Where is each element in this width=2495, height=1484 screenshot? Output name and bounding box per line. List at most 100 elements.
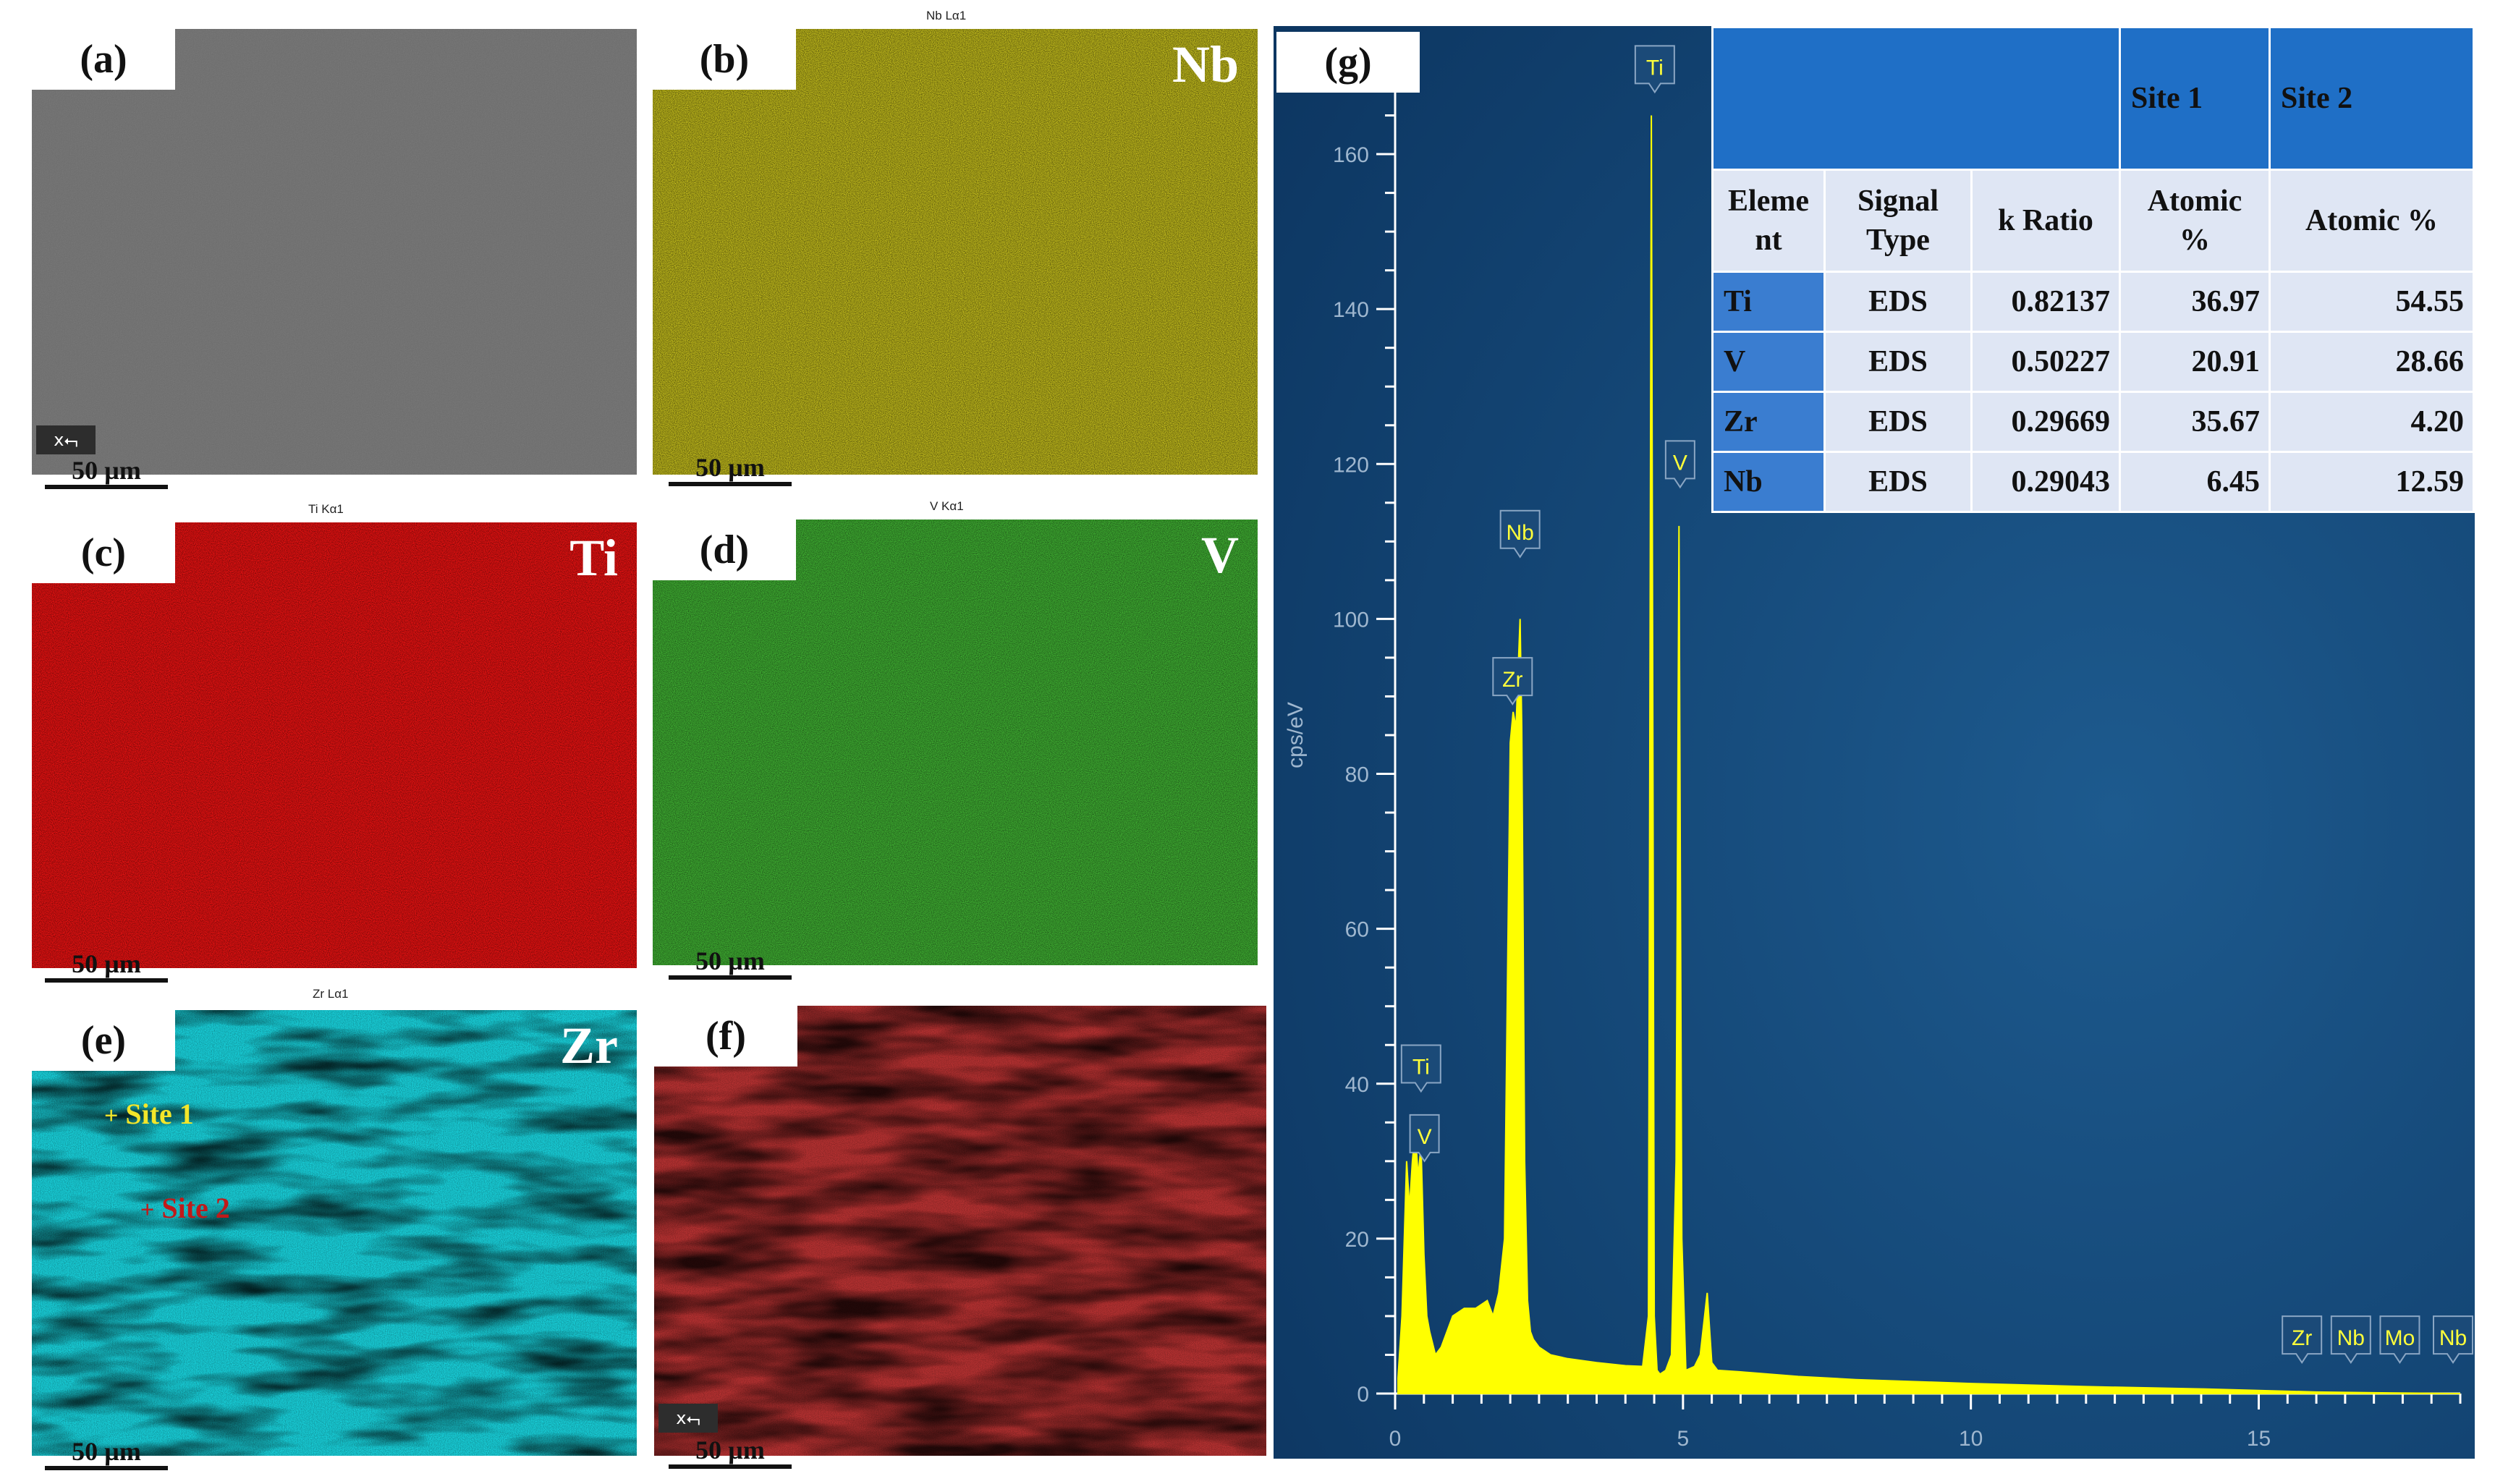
peak-label: Nb <box>1499 509 1541 559</box>
scale-bar-e: 50 µm <box>45 1438 168 1470</box>
peak-label: Nb <box>2433 1315 2473 1364</box>
peak-label: V <box>1664 440 1695 489</box>
y-tick-label: 80 <box>1345 763 1369 787</box>
peak-label-box <box>1409 1114 1440 1163</box>
element-cell: Nb <box>1711 451 1826 513</box>
table-row: Ti EDS 0.82137 36.97 54.55 <box>1711 271 2475 333</box>
peak-label-box <box>2433 1315 2473 1364</box>
x-tick-label: 0 <box>1389 1427 1402 1451</box>
map-title-ti: Ti Kα1 <box>308 502 344 516</box>
site-1-header: Site 1 <box>2119 26 2271 171</box>
site-2-marker: + Site 2 <box>140 1192 230 1224</box>
element-label-ti: Ti <box>569 529 618 587</box>
panel-label-g: (g) <box>1276 32 1420 93</box>
peak-label-text: V <box>1418 1125 1432 1149</box>
scale-bar-d: 50 µm <box>669 948 792 980</box>
site-1-marker: + Site 1 <box>104 1098 194 1130</box>
ti-map <box>32 522 637 968</box>
overlay-map-panel: (f) x⮢ <box>654 1006 1266 1456</box>
v-map-panel: (d) V <box>653 520 1258 965</box>
table-corner <box>1711 26 2121 171</box>
table-row: Zr EDS 0.29669 35.67 4.20 <box>1711 391 2475 453</box>
panel-label-c: (c) <box>32 522 175 583</box>
element-label-nb: Nb <box>1172 35 1239 93</box>
map-title-nb: Nb Lα1 <box>926 9 967 22</box>
scale-bar-f: 50 µm <box>669 1437 792 1469</box>
column-header-atomic-2: Atomic % <box>2269 169 2475 273</box>
map-title-zr: Zr Lα1 <box>313 987 349 1001</box>
y-tick-label: 0 <box>1357 1383 1369 1407</box>
ti-map-panel: (c) Ti <box>32 522 637 968</box>
site-2-cell: 54.55 <box>2269 271 2475 333</box>
peak-label: Ti <box>1634 45 1675 94</box>
sem-image-panel: (a) x⮢ <box>32 29 637 475</box>
panel-label-d: (d) <box>653 520 796 580</box>
signal-cell: EDS <box>1823 451 1973 513</box>
column-header-signal: Signal Type <box>1823 169 1973 273</box>
site-1-cell: 36.97 <box>2119 271 2271 333</box>
peak-label-box <box>1664 440 1695 489</box>
x-tick-label: 10 <box>1959 1427 1983 1451</box>
nb-map <box>653 29 1258 475</box>
peak-label-box <box>2282 1315 2323 1364</box>
x-tick-label: 5 <box>1677 1427 1689 1451</box>
axis-indicator-icon: x⮢ <box>658 1404 718 1433</box>
site-1-cell: 20.91 <box>2119 331 2271 393</box>
peak-label-box <box>1492 657 1533 705</box>
peak-label: Zr <box>2282 1315 2323 1364</box>
y-tick-label: 140 <box>1333 298 1369 322</box>
peak-label: V <box>1409 1114 1440 1163</box>
site-2-cell: 28.66 <box>2269 331 2475 393</box>
peak-label-box <box>2379 1315 2420 1364</box>
scale-bar-a: 50 µm <box>45 457 168 489</box>
peak-label-text: V <box>1673 451 1687 475</box>
element-cell: Zr <box>1711 391 1826 453</box>
peak-label-text: Zr <box>1502 668 1522 692</box>
k-ratio-cell: 0.29669 <box>1970 391 2121 453</box>
panel-label-f: (f) <box>654 1006 797 1067</box>
spectrum-area <box>1397 115 2461 1394</box>
peak-label-text: Zr <box>2292 1326 2312 1350</box>
y-axis-label: cps/eV <box>1284 702 1308 768</box>
element-cell: V <box>1711 331 1826 393</box>
zr-map <box>32 1010 637 1456</box>
peak-label-text: Nb <box>2439 1326 2467 1350</box>
signal-cell: EDS <box>1823 391 1973 453</box>
panel-label-e: (e) <box>32 1010 175 1071</box>
axis-indicator-icon: x⮢ <box>36 425 96 454</box>
column-header-element: Eleme nt <box>1711 169 1826 273</box>
peak-label-box <box>1499 509 1541 559</box>
map-title-v: V Kα1 <box>930 499 964 513</box>
peak-label: Nb <box>2330 1315 2371 1364</box>
column-header-k-ratio: k Ratio <box>1970 169 2121 273</box>
panel-label-a: (a) <box>32 29 175 90</box>
peak-label-text: Ti <box>1412 1055 1430 1079</box>
site-1-cell: 6.45 <box>2119 451 2271 513</box>
table-row: V EDS 0.50227 20.91 28.66 <box>1711 331 2475 393</box>
site-2-cell: 12.59 <box>2269 451 2475 513</box>
peak-label: Zr <box>1492 657 1533 705</box>
scale-bar-c: 50 µm <box>45 951 168 983</box>
signal-cell: EDS <box>1823 271 1973 333</box>
panel-label-b: (b) <box>653 29 796 90</box>
x-tick-label: 15 <box>2247 1427 2271 1451</box>
composition-table: Site 1 Site 2 Eleme nt Signal Type k Ratio… <box>1711 26 2475 513</box>
k-ratio-cell: 0.29043 <box>1970 451 2121 513</box>
peak-label: Ti <box>1400 1044 1441 1093</box>
v-map <box>653 520 1258 965</box>
peak-label-text: Nb <box>1506 521 1533 545</box>
peak-label-text: Mo <box>2385 1326 2415 1350</box>
y-tick-label: 120 <box>1333 453 1369 477</box>
k-ratio-cell: 0.82137 <box>1970 271 2121 333</box>
element-label-v: V <box>1201 526 1239 584</box>
y-tick-label: 40 <box>1345 1073 1369 1097</box>
peak-label-box <box>1400 1044 1441 1093</box>
eds-spectrum-panel: 0 20 40 60 80 100 120 140 160 0 5 10 15 cps/eV Ti V Nb Z… <box>1274 26 2475 1459</box>
peak-label-text: Nb <box>2337 1326 2365 1350</box>
k-ratio-cell: 0.50227 <box>1970 331 2121 393</box>
column-header-atomic-1: Atomic% <box>2119 169 2271 273</box>
element-label-zr: Zr <box>560 1017 618 1074</box>
peak-label-box <box>1634 45 1675 94</box>
site-1-cell: 35.67 <box>2119 391 2271 453</box>
zr-map-panel: (e) Zr + Site 1 + Site 2 <box>32 1010 637 1456</box>
